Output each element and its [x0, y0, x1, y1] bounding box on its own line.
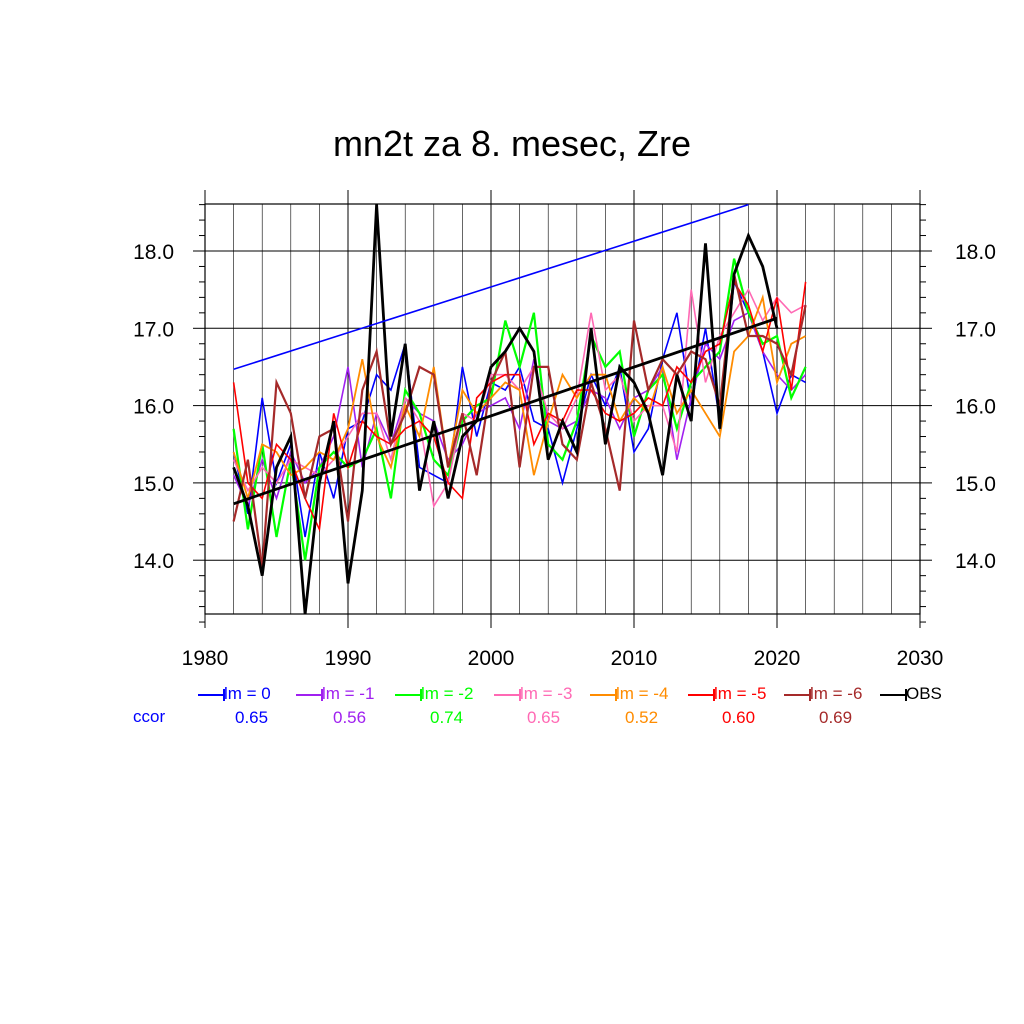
legend-line-marker: [296, 688, 323, 701]
legend-item-3: lm = -3: [494, 684, 572, 704]
ccor-value: 0.69: [819, 708, 853, 727]
y-tick-label-right: 15.0: [955, 473, 996, 496]
x-tick-label: 1990: [325, 647, 372, 670]
plot-frame: [204, 203, 921, 615]
legend-line-marker: [395, 688, 422, 701]
y-tick-label-left: 18.0: [133, 241, 174, 264]
legend-item-4: lm = -4: [590, 684, 668, 704]
legend-line-marker: [784, 688, 811, 701]
legend-item-6: lm = -6: [784, 684, 862, 704]
legend-label: lm = -4: [616, 684, 669, 703]
trend-line-1: [233, 316, 778, 506]
legend-label: lm = 0: [224, 684, 271, 703]
y-tick-label-right: 16.0: [955, 396, 996, 419]
series-line-7: [232, 204, 779, 615]
legend-item-5: lm = -5: [688, 684, 766, 704]
legend-line-marker: [688, 688, 715, 701]
y-tick-label-left: 14.0: [133, 550, 174, 573]
y-tick-label-left: 16.0: [133, 396, 174, 419]
legend-line-marker: [880, 688, 907, 701]
legend-item-1: lm = -1: [296, 684, 374, 704]
ccor-value: 0.56: [333, 708, 367, 727]
ccor-label: ccor: [133, 707, 166, 726]
ccor-value: 0.52: [625, 708, 659, 727]
legend-item-0: lm = 0: [198, 684, 271, 704]
legend-label: lm = -3: [520, 684, 573, 703]
x-tick-label: 2010: [611, 647, 658, 670]
series-line-6: [232, 273, 807, 569]
legend-label: OBS: [906, 684, 942, 703]
x-tick-label: 2030: [897, 647, 944, 670]
legend-item-2: lm = -2: [395, 684, 473, 704]
legend-line-marker: [198, 688, 225, 701]
series-line-5: [232, 279, 807, 533]
ccor-value: 0.60: [722, 708, 756, 727]
y-tick-label-left: 15.0: [133, 473, 174, 496]
ccor-value: 0.65: [235, 708, 269, 727]
y-tick-label-right: 14.0: [955, 550, 996, 573]
legend-label: lm = -1: [322, 684, 375, 703]
x-tick-label: 2000: [468, 647, 515, 670]
y-tick-label-left: 17.0: [133, 318, 174, 341]
legend-label: lm = -5: [714, 684, 767, 703]
legend-item-7: OBS: [880, 684, 942, 704]
x-tick-label: 2020: [754, 647, 801, 670]
chart-title: mn2t za 8. mesec, Zre: [332, 123, 692, 164]
y-tick-label-right: 17.0: [955, 318, 996, 341]
y-tick-label-right: 18.0: [955, 241, 996, 264]
x-tick-label: 1980: [182, 647, 229, 670]
ccor-value: 0.74: [430, 708, 464, 727]
legend-label: lm = -6: [810, 684, 863, 703]
trend-line-0: [233, 203, 749, 371]
legend-line-marker: [494, 688, 521, 701]
legend-line-marker: [590, 688, 617, 701]
ccor-value: 0.65: [527, 708, 561, 727]
legend-label: lm = -2: [421, 684, 474, 703]
